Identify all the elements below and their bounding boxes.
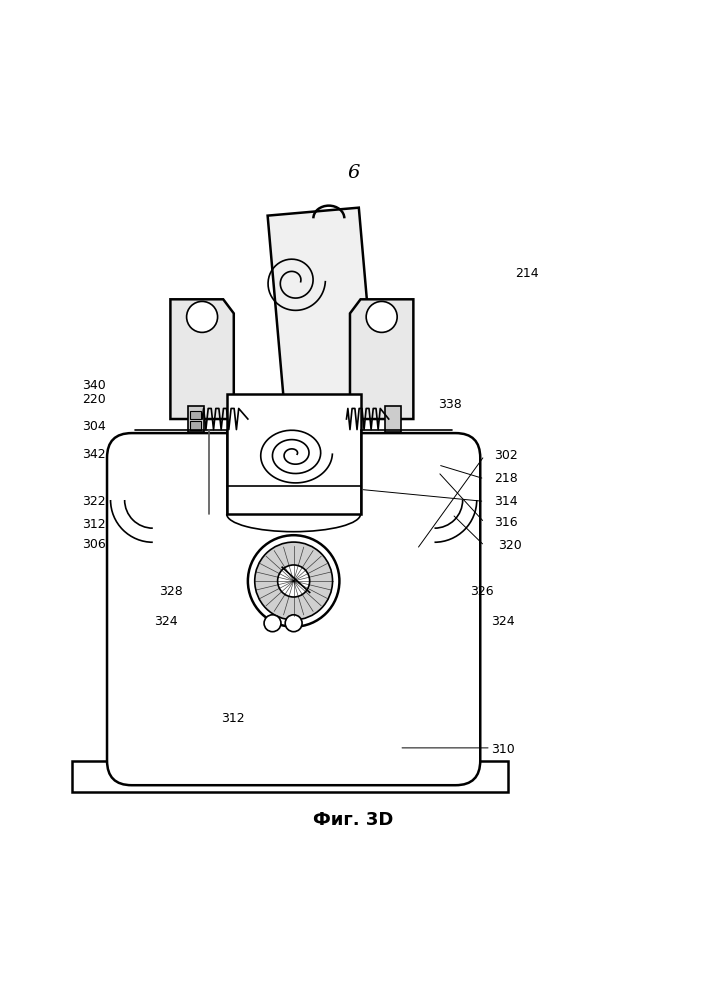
Bar — [247, 406, 262, 432]
Bar — [188, 406, 204, 432]
Text: 6: 6 — [347, 164, 360, 182]
Bar — [385, 406, 401, 432]
Text: 320: 320 — [498, 539, 522, 552]
Text: 310: 310 — [491, 743, 515, 756]
Text: 306: 306 — [82, 538, 105, 551]
Text: 340: 340 — [82, 379, 105, 392]
Bar — [336, 406, 351, 432]
Text: 342: 342 — [82, 448, 105, 461]
Bar — [227, 394, 361, 514]
Text: Фиг. 3D: Фиг. 3D — [313, 811, 394, 829]
Polygon shape — [268, 208, 376, 412]
Text: 338: 338 — [438, 398, 462, 411]
Bar — [190, 421, 201, 430]
Text: 304: 304 — [82, 420, 105, 433]
Text: 316: 316 — [494, 516, 518, 529]
Circle shape — [255, 542, 332, 620]
Text: 314: 314 — [494, 495, 518, 508]
Circle shape — [285, 615, 302, 632]
Text: 328: 328 — [159, 585, 183, 598]
FancyBboxPatch shape — [107, 433, 480, 785]
Polygon shape — [170, 299, 234, 419]
Circle shape — [248, 535, 339, 627]
Text: 218: 218 — [494, 472, 518, 485]
Text: 324: 324 — [154, 615, 177, 628]
Text: 312: 312 — [82, 518, 105, 531]
Text: 220: 220 — [82, 393, 105, 406]
Polygon shape — [350, 299, 414, 419]
Text: 322: 322 — [82, 495, 105, 508]
Text: 326: 326 — [469, 585, 493, 598]
Text: 214: 214 — [515, 267, 539, 280]
Circle shape — [187, 301, 218, 332]
Text: 302: 302 — [494, 449, 518, 462]
Bar — [72, 761, 508, 792]
Circle shape — [264, 615, 281, 632]
Text: 312: 312 — [221, 712, 245, 725]
Circle shape — [278, 565, 310, 597]
Circle shape — [366, 301, 397, 332]
Text: 324: 324 — [491, 615, 515, 628]
Bar — [190, 411, 201, 419]
